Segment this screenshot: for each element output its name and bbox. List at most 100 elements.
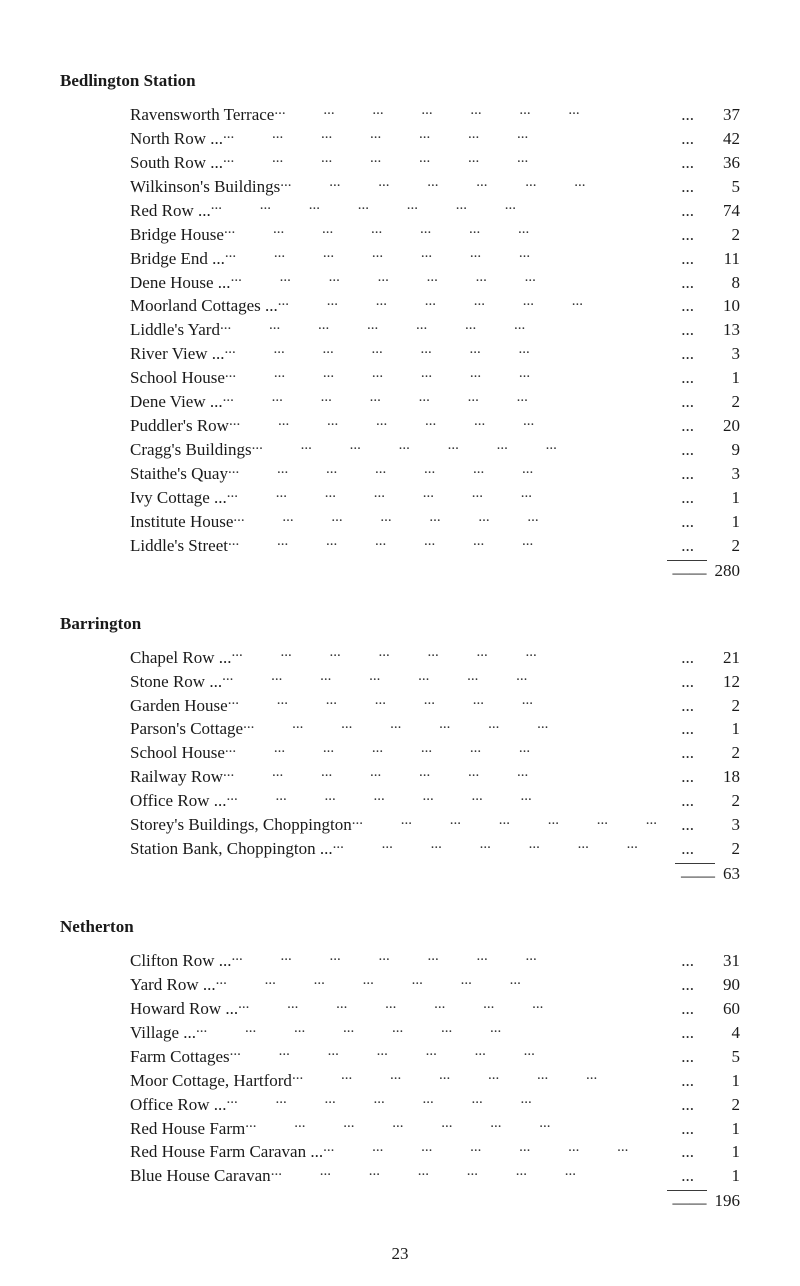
trailing-dots: ... — [681, 1141, 694, 1164]
leader-dots: ... ... ... ... ... ... ... — [280, 175, 681, 192]
trailing-dots: ... — [681, 128, 694, 151]
list-item: Bridge House... ... ... ... ... ... ....… — [130, 223, 740, 247]
trailing-dots: ... — [681, 176, 694, 199]
trailing-dots: ... — [681, 1022, 694, 1045]
leader-dots: ... ... ... ... ... ... ... — [225, 366, 681, 383]
list-item: Dene View ...... ... ... ... ... ... ...… — [130, 390, 740, 414]
leader-dots: ... ... ... ... ... ... ... — [232, 646, 682, 663]
leader-dots: ... ... ... ... ... ... ... — [226, 789, 681, 806]
subtotal-value: 196 — [707, 1190, 741, 1215]
trailing-dots: ... — [681, 200, 694, 223]
subtotal-row: —— 196 — [60, 1190, 740, 1215]
section-barrington: Barrington Chapel Row ...... ... ... ...… — [60, 613, 740, 888]
leader-dots: ... ... ... ... ... ... ... — [225, 247, 681, 264]
trailing-dots: ... — [681, 742, 694, 765]
leader-dots: ... ... ... ... ... ... ... — [228, 462, 681, 479]
list-item: Liddle's Street... ... ... ... ... ... .… — [130, 534, 740, 558]
item-label: Station Bank, Choppington ... — [130, 838, 333, 861]
trailing-dots: ... — [681, 152, 694, 175]
item-label: Howard Row ... — [130, 998, 238, 1021]
subtotal-row: —— 280 — [60, 560, 740, 585]
item-value: 9 — [698, 439, 740, 462]
item-label: Dene House ... — [130, 272, 231, 295]
item-label: Dene View ... — [130, 391, 223, 414]
item-value: 1 — [698, 1141, 740, 1164]
item-value: 1 — [698, 1118, 740, 1141]
page-number: 23 — [60, 1243, 740, 1266]
list-item: School House... ... ... ... ... ... ....… — [130, 741, 740, 765]
trailing-dots: ... — [681, 248, 694, 271]
item-value: 2 — [698, 224, 740, 247]
list-item: Parson's Cottage... ... ... ... ... ... … — [130, 717, 740, 741]
item-label: Railway Row — [130, 766, 223, 789]
item-value: 21 — [698, 647, 740, 670]
section-items: Ravensworth Terrace... ... ... ... ... .… — [60, 103, 740, 558]
section-title: Netherton — [60, 916, 740, 939]
trailing-dots: ... — [681, 790, 694, 813]
trailing-dots: ... — [681, 974, 694, 997]
item-value: 12 — [698, 671, 740, 694]
item-label: Institute House — [130, 511, 233, 534]
trailing-dots: ... — [681, 950, 694, 973]
item-value: 2 — [698, 391, 740, 414]
item-value: 20 — [698, 415, 740, 438]
leader-dots: ... ... ... ... ... ... ... — [231, 271, 682, 288]
trailing-dots: ... — [681, 1070, 694, 1093]
trailing-dots: ... — [681, 272, 694, 295]
list-item: Office Row ...... ... ... ... ... ... ..… — [130, 789, 740, 813]
trailing-dots: ... — [681, 1165, 694, 1188]
list-item: Cragg's Buildings... ... ... ... ... ...… — [130, 438, 740, 462]
item-label: Stone Row ... — [130, 671, 222, 694]
item-value: 11 — [698, 248, 740, 271]
list-item: Red House Farm Caravan ...... ... ... ..… — [130, 1140, 740, 1164]
trailing-dots: ... — [681, 487, 694, 510]
item-value: 2 — [698, 742, 740, 765]
leader-dots: ... ... ... ... ... ... ... — [271, 1164, 682, 1181]
item-label: Puddler's Row — [130, 415, 229, 438]
item-value: 8 — [698, 272, 740, 295]
list-item: North Row ...... ... ... ... ... ... ...… — [130, 127, 740, 151]
subtotal-value: 280 — [707, 560, 741, 585]
list-item: Moor Cottage, Hartford... ... ... ... ..… — [130, 1069, 740, 1093]
list-item: Storey's Buildings, Choppington... ... .… — [130, 813, 740, 837]
item-label: Bridge End ... — [130, 248, 225, 271]
item-label: Red House Farm — [130, 1118, 245, 1141]
item-value: 5 — [698, 176, 740, 199]
subtotal-row: —— 63 — [60, 863, 740, 888]
item-label: Cragg's Buildings — [130, 439, 252, 462]
item-value: 90 — [698, 974, 740, 997]
list-item: South Row ...... ... ... ... ... ... ...… — [130, 151, 740, 175]
item-value: 1 — [698, 1070, 740, 1093]
list-item: Office Row ...... ... ... ... ... ... ..… — [130, 1093, 740, 1117]
list-item: Stone Row ...... ... ... ... ... ... ...… — [130, 670, 740, 694]
item-label: Staithe's Quay — [130, 463, 228, 486]
section-title: Barrington — [60, 613, 740, 636]
trailing-dots: ... — [681, 367, 694, 390]
item-label: Liddle's Street — [130, 535, 228, 558]
trailing-dots: ... — [681, 343, 694, 366]
list-item: Moorland Cottages ...... ... ... ... ...… — [130, 294, 740, 318]
list-item: Red Row ...... ... ... ... ... ... .....… — [130, 199, 740, 223]
item-label: Office Row ... — [130, 1094, 226, 1117]
leader-dots: ... ... ... ... ... ... ... — [245, 1117, 681, 1134]
leader-dots: ... ... ... ... ... ... ... — [352, 813, 682, 830]
item-value: 2 — [698, 695, 740, 718]
item-value: 1 — [698, 487, 740, 510]
list-item: Wilkinson's Buildings... ... ... ... ...… — [130, 175, 740, 199]
item-value: 42 — [698, 128, 740, 151]
list-item: Liddle's Yard... ... ... ... ... ... ...… — [130, 318, 740, 342]
leader-dots: ... ... ... ... ... ... ... — [225, 741, 681, 758]
item-value: 60 — [698, 998, 740, 1021]
leader-dots: ... ... ... ... ... ... ... — [229, 414, 681, 431]
leader-dots: ... ... ... ... ... ... ... — [252, 438, 682, 455]
list-item: Clifton Row ...... ... ... ... ... ... .… — [130, 949, 740, 973]
item-value: 1 — [698, 367, 740, 390]
item-label: Village ... — [130, 1022, 196, 1045]
item-label: Moor Cottage, Hartford — [130, 1070, 292, 1093]
list-item: Village ...... ... ... ... ... ... .....… — [130, 1021, 740, 1045]
item-value: 3 — [698, 343, 740, 366]
trailing-dots: ... — [681, 535, 694, 558]
leader-dots: ... ... ... ... ... ... ... — [222, 670, 681, 687]
leader-dots: ... ... ... ... ... ... ... — [223, 151, 681, 168]
item-value: 18 — [698, 766, 740, 789]
